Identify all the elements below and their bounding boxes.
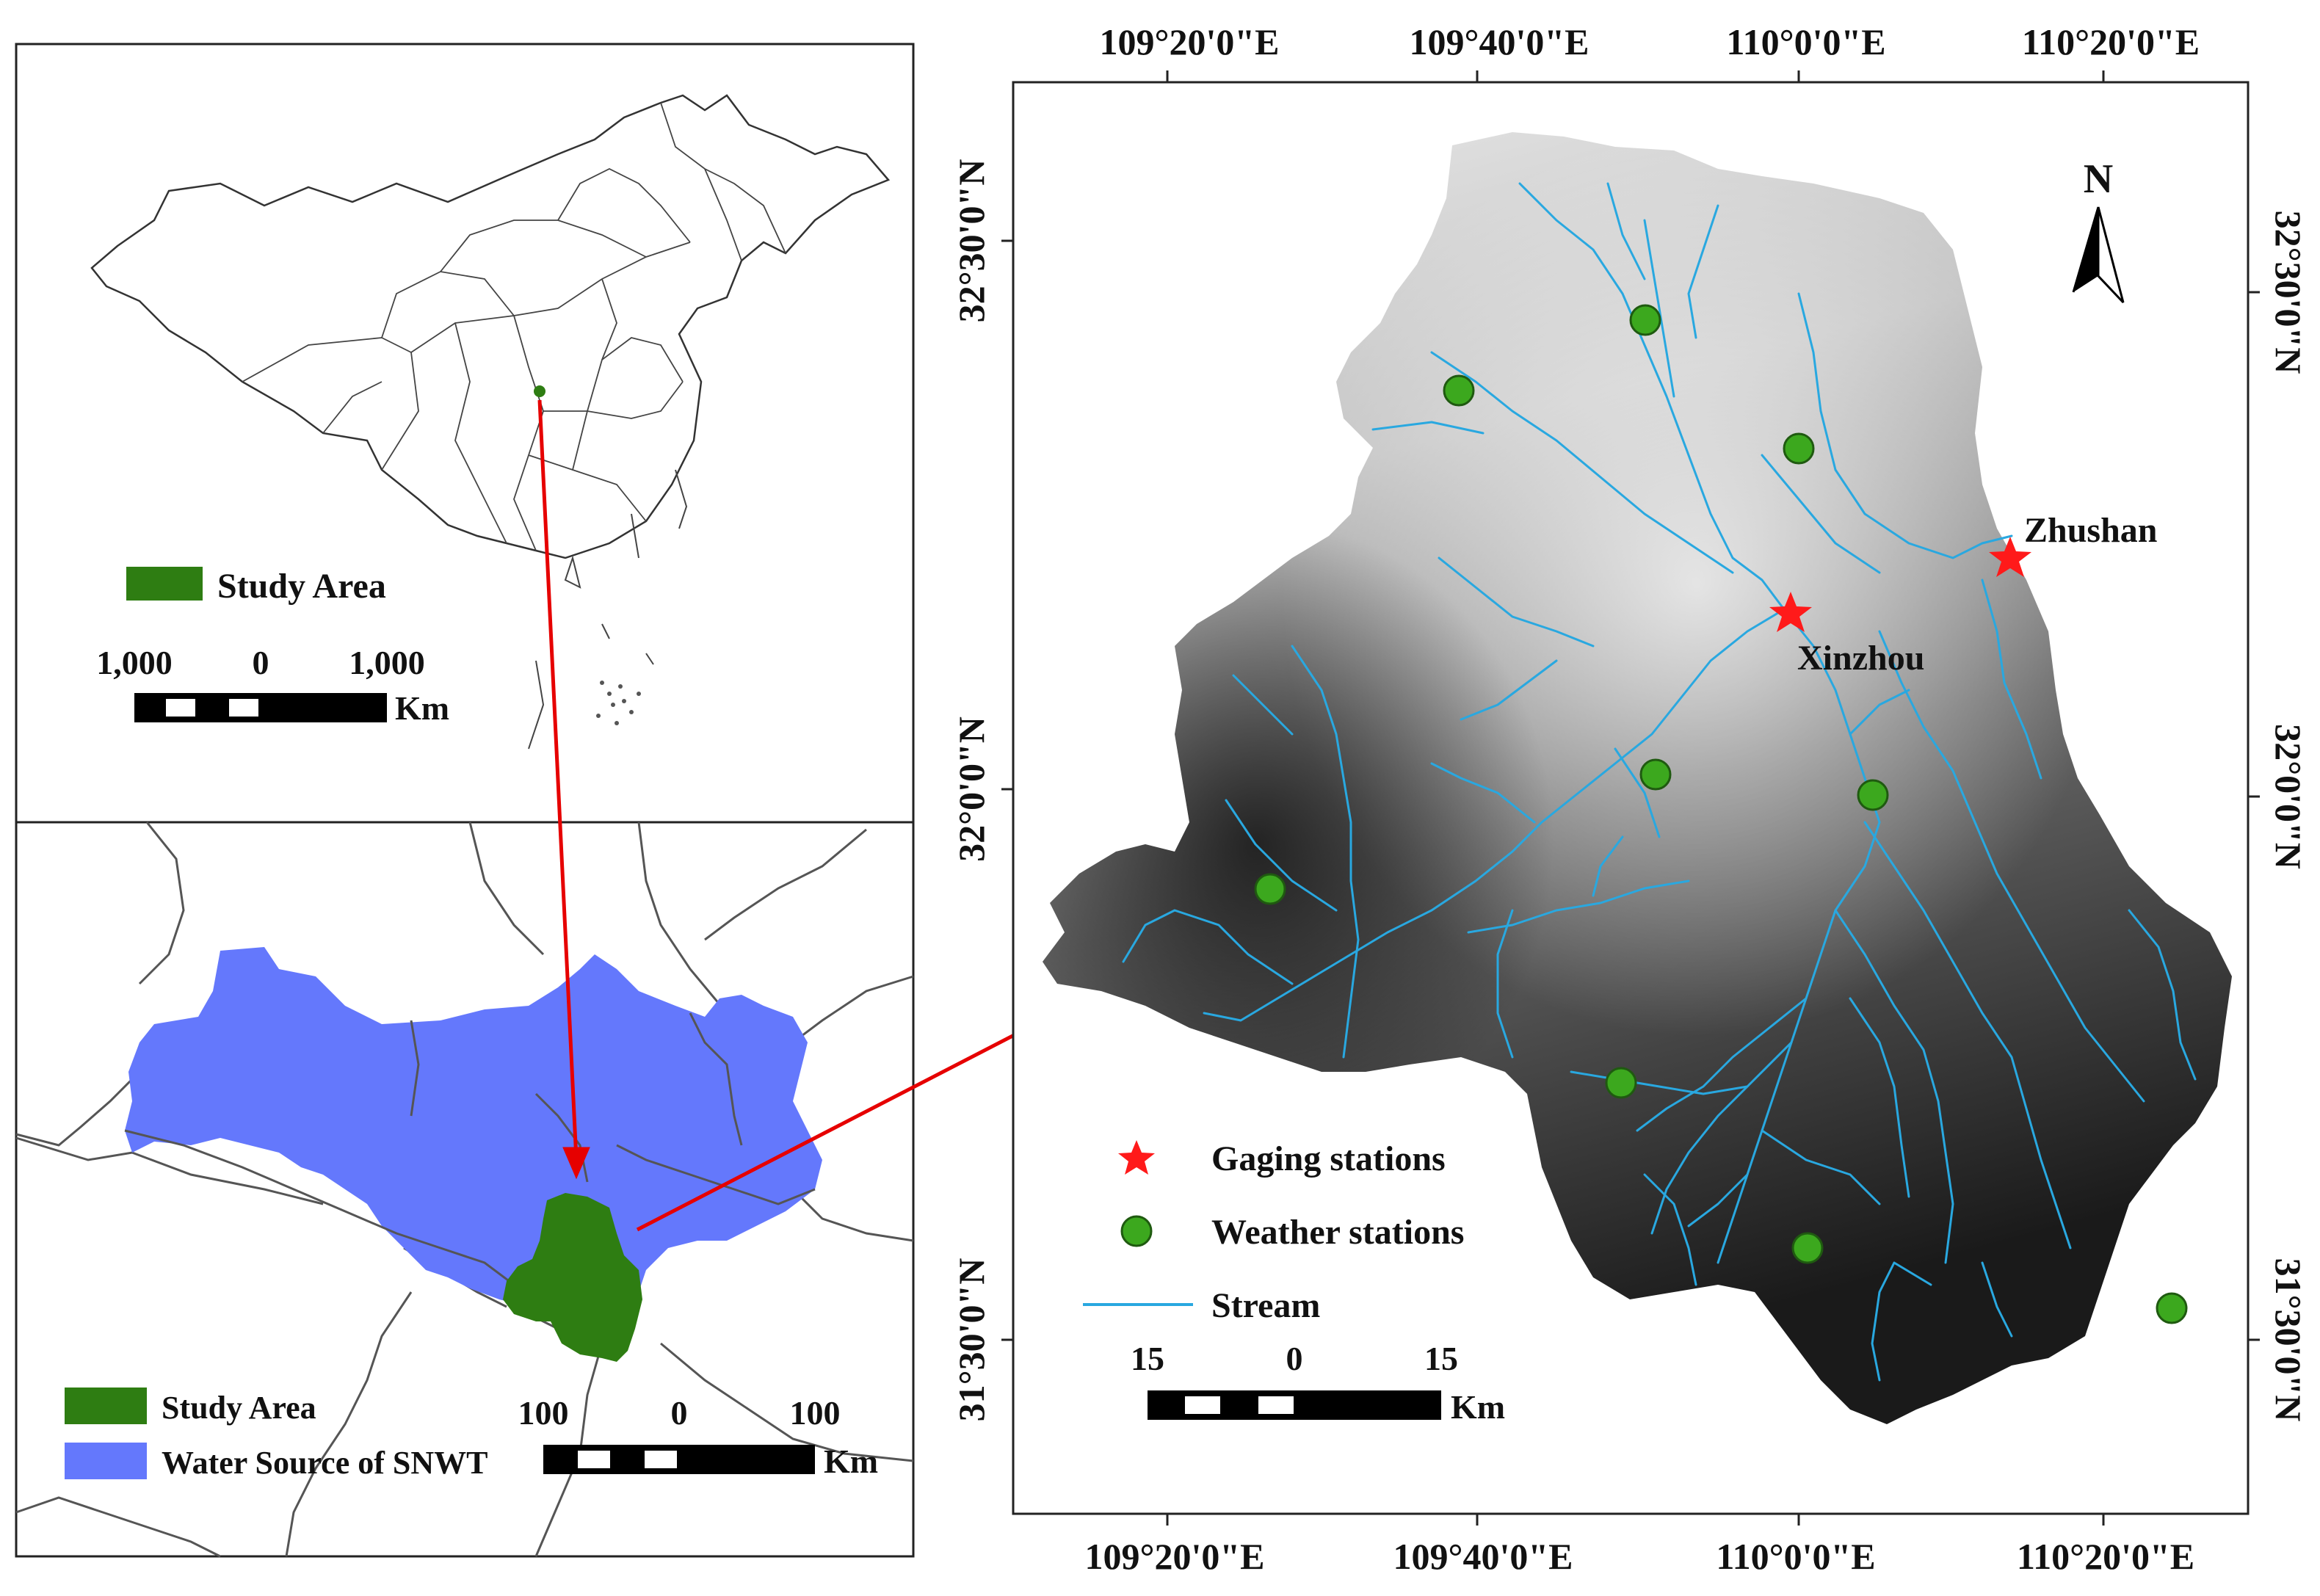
china-outline	[90, 94, 891, 559]
weather-station-8	[1791, 1232, 1824, 1264]
region-scale-label-mid: 0	[671, 1394, 688, 1432]
legend-weather-label: Weather stations	[1211, 1213, 1464, 1252]
china-scale-label-right: 1,000	[349, 644, 425, 681]
gaging-stations	[1769, 537, 2031, 632]
main-legend: Gaging stations Weather stations Stream	[1083, 1139, 1464, 1325]
bottom-tick-2: 109°40'0"E	[1393, 1536, 1573, 1577]
region-study-area	[503, 1193, 642, 1362]
region-legend-swatch-snwt	[65, 1443, 147, 1479]
top-tick-1: 109°20'0"E	[1100, 21, 1280, 62]
china-scale-bar: 1,000 0 1,000 Km	[96, 644, 449, 727]
gaging-station-zhushan	[1989, 537, 2031, 577]
china-scale-unit: Km	[395, 689, 449, 727]
china-legend-swatch	[126, 567, 203, 601]
top-tick-3: 110°0'0"E	[1726, 21, 1885, 62]
region-legend-label-study: Study Area	[162, 1390, 316, 1426]
main-scale-label-left: 15	[1131, 1340, 1164, 1377]
top-tick-4: 110°20'0"E	[2022, 21, 2200, 62]
legend-gaging-label: Gaging stations	[1211, 1139, 1446, 1178]
weather-station-7	[1605, 1067, 1637, 1099]
label-zhushan: Zhushan	[2024, 511, 2157, 550]
tick-marks	[1001, 70, 2260, 1526]
region-borders-over	[124, 1012, 816, 1294]
china-panel: Study Area 1,000 0 1,000 Km	[15, 43, 915, 824]
gaging-station-xinzhou	[1769, 592, 1812, 632]
right-tick-3: 31°30'0"N	[2268, 1258, 2309, 1422]
main-scale-label-mid: 0	[1286, 1340, 1303, 1377]
region-panel: Study Area Water Source of SNWT 100 0 10…	[15, 821, 915, 1558]
weather-station-3	[1783, 432, 1815, 465]
china-legend-label: Study Area	[217, 567, 386, 606]
north-arrow: N	[2072, 156, 2125, 304]
region-scale-unit: Km	[824, 1443, 878, 1480]
right-tick-1: 32°30'0"N	[2268, 211, 2309, 374]
weather-station-2	[1443, 374, 1475, 407]
bottom-tick-1: 109°20'0"E	[1085, 1536, 1265, 1577]
main-scale-label-right: 15	[1424, 1340, 1458, 1377]
south-china-sea-islands	[596, 681, 641, 725]
region-scale-bar: 100 0 100 Km	[518, 1394, 879, 1480]
china-islands	[528, 469, 688, 750]
china-scale-label-left: 1,000	[96, 644, 173, 681]
stream-network	[1122, 182, 2197, 1382]
weather-station-1	[1629, 304, 1661, 336]
right-tick-2: 32°0'0"N	[2268, 724, 2309, 869]
top-tick-2: 109°40'0"E	[1410, 21, 1589, 62]
snwt-water-source	[125, 947, 822, 1329]
region-scale-label-left: 100	[518, 1394, 569, 1432]
legend-gaging-icon	[1118, 1140, 1155, 1175]
left-tick-2: 32°0'0"N	[951, 717, 992, 862]
weather-station-4	[1639, 758, 1672, 791]
weather-stations	[1254, 304, 2188, 1324]
china-province-borders	[242, 102, 786, 551]
china-study-area-marker	[534, 385, 545, 397]
bottom-tick-4: 110°20'0"E	[2017, 1536, 2194, 1577]
main-map: Zhushan Xinzhou N Gaging stations Weathe…	[951, 21, 2309, 1577]
left-tick-3: 31°30'0"N	[951, 1258, 992, 1422]
legend-stream-label: Stream	[1211, 1286, 1320, 1325]
weather-station-6	[1254, 873, 1286, 905]
region-legend-label-snwt: Water Source of SNWT	[162, 1445, 487, 1481]
weather-station-5	[1857, 779, 1889, 811]
region-legend-swatch-study	[65, 1388, 147, 1424]
bottom-tick-3: 110°0'0"E	[1716, 1536, 1875, 1577]
left-tick-1: 32°30'0"N	[951, 159, 992, 323]
main-scale-bar: 15 0 15 Km	[1131, 1340, 1505, 1426]
north-arrow-label: N	[2084, 156, 2113, 202]
legend-weather-icon	[1120, 1215, 1153, 1247]
dem-lowland-shade	[1043, 132, 2232, 1424]
weather-station-9	[2156, 1292, 2188, 1324]
region-panel-frame	[15, 821, 915, 1558]
region-scale-label-right: 100	[790, 1394, 841, 1432]
label-xinzhou: Xinzhou	[1797, 639, 1924, 678]
china-scale-label-mid: 0	[253, 644, 269, 681]
main-scale-unit: Km	[1451, 1388, 1505, 1426]
